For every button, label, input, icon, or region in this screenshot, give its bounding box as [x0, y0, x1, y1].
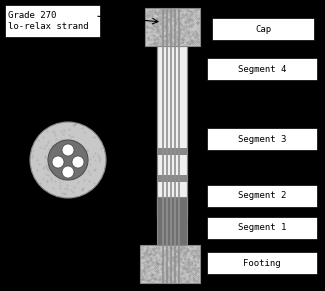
Bar	[140, 245, 200, 283]
Circle shape	[30, 122, 106, 198]
Bar	[207, 185, 317, 207]
Bar	[5, 5, 100, 37]
Text: Segment 4: Segment 4	[238, 65, 286, 74]
Bar	[157, 46, 187, 217]
Text: Footing: Footing	[243, 258, 281, 267]
Circle shape	[52, 156, 64, 168]
Circle shape	[62, 144, 74, 156]
Bar	[212, 18, 314, 40]
Bar	[207, 252, 317, 274]
Bar	[157, 197, 187, 245]
Text: Grade 270
lo-relax strand: Grade 270 lo-relax strand	[8, 11, 89, 31]
Bar	[207, 217, 317, 239]
Circle shape	[62, 166, 74, 178]
Circle shape	[72, 156, 84, 168]
Text: Segment 1: Segment 1	[238, 223, 286, 233]
Bar	[145, 8, 200, 46]
Text: Cap: Cap	[255, 24, 271, 33]
Circle shape	[48, 140, 88, 180]
Text: Segment 3: Segment 3	[238, 134, 286, 143]
Text: Segment 2: Segment 2	[238, 191, 286, 200]
Bar	[207, 58, 317, 80]
Bar	[157, 148, 187, 155]
Bar	[207, 128, 317, 150]
Bar	[157, 175, 187, 182]
